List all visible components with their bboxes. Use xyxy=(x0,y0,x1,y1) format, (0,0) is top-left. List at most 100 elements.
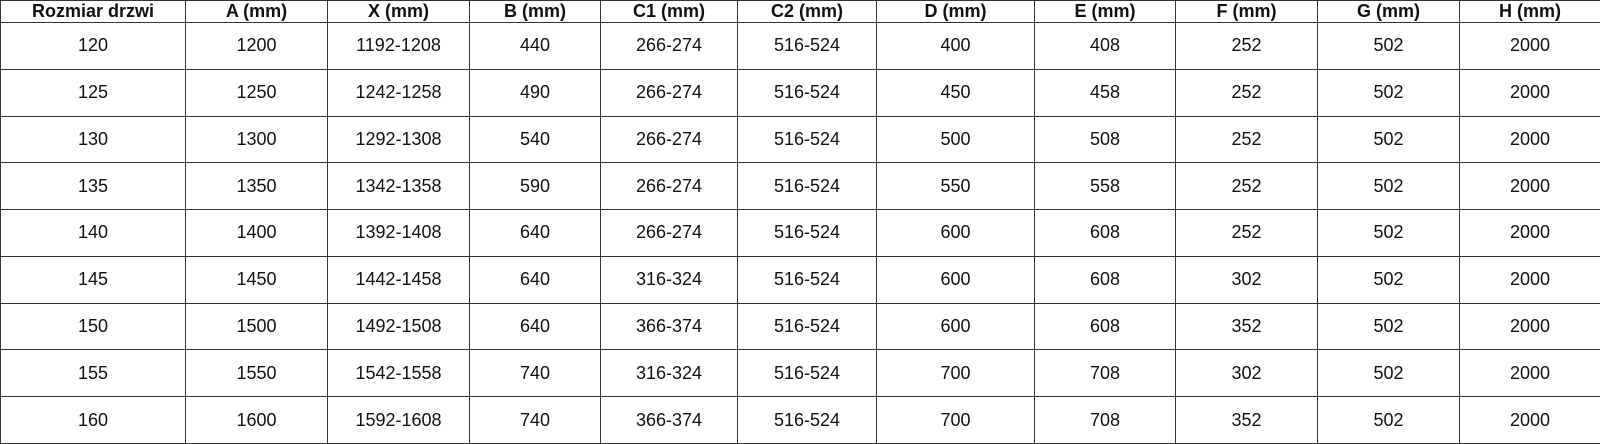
table-row: 145 1450 1442-1458 640 316-324 516-524 600 608 3… xyxy=(0,255,1600,304)
column-header: Rozmiar drzwi xyxy=(0,0,186,23)
table-cell: 1350 xyxy=(185,162,328,211)
table-cell: 500 xyxy=(876,115,1035,164)
table-cell: 400 xyxy=(876,22,1035,70)
table-cell: 1450 xyxy=(185,255,328,304)
table-cell: 600 xyxy=(876,302,1035,351)
table-cell: 516-524 xyxy=(737,396,877,444)
column-header: A (mm) xyxy=(185,0,328,23)
table-cell: 252 xyxy=(1175,162,1318,211)
column-header: X (mm) xyxy=(327,0,470,23)
table-cell: 2000 xyxy=(1459,396,1600,444)
table-cell: 516-524 xyxy=(737,115,877,164)
table-cell: 2000 xyxy=(1459,209,1600,257)
table-cell: 708 xyxy=(1034,349,1176,398)
table-cell: 450 xyxy=(876,68,1035,117)
table-cell: 700 xyxy=(876,396,1035,444)
column-header: H (mm) xyxy=(1459,0,1600,23)
column-header: C1 (mm) xyxy=(600,0,738,23)
table-cell: 550 xyxy=(876,162,1035,211)
table-cell: 540 xyxy=(469,115,601,164)
column-header: G (mm) xyxy=(1317,0,1460,23)
table-cell: 1242-1258 xyxy=(327,68,470,117)
table-cell: 590 xyxy=(469,162,601,211)
table-cell: 2000 xyxy=(1459,22,1600,70)
table-cell: 640 xyxy=(469,209,601,257)
table-cell: 2000 xyxy=(1459,115,1600,164)
column-header: D (mm) xyxy=(876,0,1035,23)
table-cell: 1542-1558 xyxy=(327,349,470,398)
table-row: 125 1250 1242-1258 490 266-274 516-524 450 458 2… xyxy=(0,68,1600,117)
table-cell: 502 xyxy=(1317,68,1460,117)
table-cell: 502 xyxy=(1317,162,1460,211)
table-row: 140 1400 1392-1408 640 266-274 516-524 600 608 2… xyxy=(0,209,1600,257)
table-cell: 352 xyxy=(1175,396,1318,444)
table-cell: 1300 xyxy=(185,115,328,164)
table-cell: 1200 xyxy=(185,22,328,70)
table-cell: 700 xyxy=(876,349,1035,398)
table-cell: 160 xyxy=(0,396,186,444)
table-cell: 608 xyxy=(1034,302,1176,351)
table-cell: 1342-1358 xyxy=(327,162,470,211)
table-cell: 140 xyxy=(0,209,186,257)
table-cell: 2000 xyxy=(1459,162,1600,211)
table-cell: 266-274 xyxy=(600,68,738,117)
table-cell: 352 xyxy=(1175,302,1318,351)
table-cell: 1400 xyxy=(185,209,328,257)
header-row: Rozmiar drzwi A (mm) X (mm) B (mm) C1 (mm) C2… xyxy=(0,0,1600,23)
table-cell: 640 xyxy=(469,255,601,304)
table-cell: 2000 xyxy=(1459,255,1600,304)
table-cell: 608 xyxy=(1034,209,1176,257)
table-cell: 516-524 xyxy=(737,255,877,304)
table-cell: 740 xyxy=(469,349,601,398)
table-cell: 502 xyxy=(1317,22,1460,70)
table-cell: 150 xyxy=(0,302,186,351)
table-cell: 1592-1608 xyxy=(327,396,470,444)
table-cell: 502 xyxy=(1317,209,1460,257)
table-cell: 252 xyxy=(1175,68,1318,117)
table-row: 120 1200 1192-1208 440 266-274 516-524 400 408 2… xyxy=(0,22,1600,70)
table-cell: 155 xyxy=(0,349,186,398)
table-row: 150 1500 1492-1508 640 366-374 516-524 600 608 3… xyxy=(0,302,1600,351)
table-cell: 1550 xyxy=(185,349,328,398)
table-cell: 408 xyxy=(1034,22,1176,70)
table-cell: 502 xyxy=(1317,396,1460,444)
table-row: 160 1600 1592-1608 740 366-374 516-524 700 708 3… xyxy=(0,396,1600,444)
column-header: C2 (mm) xyxy=(737,0,877,23)
table-row: 155 1550 1542-1558 740 316-324 516-524 700 708 3… xyxy=(0,349,1600,398)
table-cell: 600 xyxy=(876,209,1035,257)
table-cell: 502 xyxy=(1317,302,1460,351)
table-cell: 135 xyxy=(0,162,186,211)
table-cell: 252 xyxy=(1175,209,1318,257)
table-cell: 640 xyxy=(469,302,601,351)
table-cell: 266-274 xyxy=(600,115,738,164)
table-cell: 600 xyxy=(876,255,1035,304)
column-header: E (mm) xyxy=(1034,0,1176,23)
table-cell: 252 xyxy=(1175,115,1318,164)
table-cell: 1600 xyxy=(185,396,328,444)
table-cell: 316-324 xyxy=(600,349,738,398)
table-cell: 125 xyxy=(0,68,186,117)
table-cell: 516-524 xyxy=(737,209,877,257)
table-cell: 490 xyxy=(469,68,601,117)
table-cell: 2000 xyxy=(1459,68,1600,117)
table-cell: 1442-1458 xyxy=(327,255,470,304)
table-row: 130 1300 1292-1308 540 266-274 516-524 500 508 2… xyxy=(0,115,1600,164)
table-cell: 458 xyxy=(1034,68,1176,117)
table-cell: 366-374 xyxy=(600,396,738,444)
table-cell: 516-524 xyxy=(737,349,877,398)
table-cell: 266-274 xyxy=(600,209,738,257)
table-cell: 266-274 xyxy=(600,162,738,211)
table-cell: 1192-1208 xyxy=(327,22,470,70)
table-cell: 2000 xyxy=(1459,302,1600,351)
table-cell: 708 xyxy=(1034,396,1176,444)
table-row: 135 1350 1342-1358 590 266-274 516-524 550 558 2… xyxy=(0,162,1600,211)
table-cell: 558 xyxy=(1034,162,1176,211)
table-cell: 302 xyxy=(1175,349,1318,398)
table-cell: 252 xyxy=(1175,22,1318,70)
table-cell: 516-524 xyxy=(737,68,877,117)
table-cell: 516-524 xyxy=(737,162,877,211)
table-cell: 516-524 xyxy=(737,302,877,351)
table-cell: 1500 xyxy=(185,302,328,351)
table-cell: 366-374 xyxy=(600,302,738,351)
